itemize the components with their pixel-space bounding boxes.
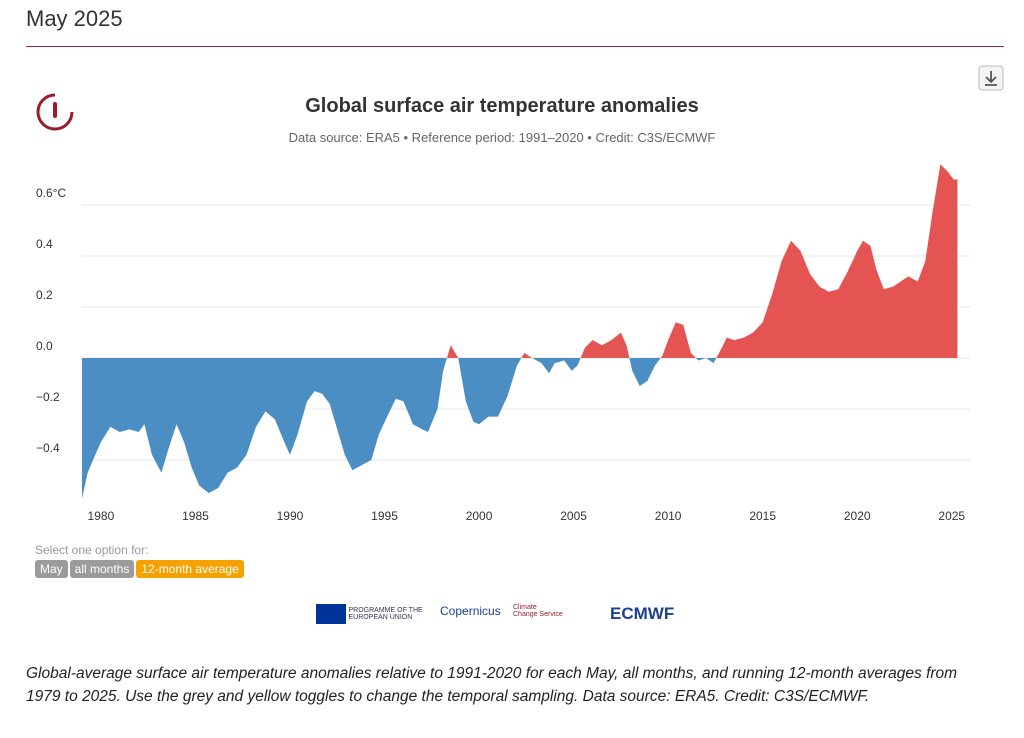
- x-tick-label: 2015: [749, 509, 776, 523]
- download-icon: [985, 71, 997, 86]
- c3s-small-logo: Climate Change Service: [513, 604, 563, 618]
- x-tick-label: 2005: [560, 509, 587, 523]
- eu-logo: PROGRAMME OF THE EUROPEAN UNION: [316, 604, 429, 624]
- x-tick-label: 1985: [182, 509, 209, 523]
- chart-title: Global surface air temperature anomalies: [305, 95, 699, 117]
- page-title: May 2025: [26, 6, 123, 31]
- toggle-button[interactable]: 12-month average: [136, 560, 244, 578]
- y-tick-label: 0.4: [36, 237, 53, 251]
- x-tick-label: 1990: [277, 509, 304, 523]
- x-tick-label: 1995: [371, 509, 398, 523]
- ecmwf-logo: ECMWF: [610, 604, 675, 623]
- copernicus-logo: Copernicus: [440, 604, 501, 618]
- x-tick-label: 2020: [844, 509, 871, 523]
- logo-text: PROGRAMME OF THE EUROPEAN UNION: [348, 607, 423, 621]
- toggle-prompt: Select one option for:: [35, 543, 149, 557]
- y-tick-label: 0.0: [36, 339, 53, 353]
- positive-area: [82, 164, 958, 358]
- y-tick-label: 0.2: [36, 288, 53, 302]
- caption: Global-average surface air temperature a…: [26, 665, 958, 705]
- toggle-button[interactable]: May: [35, 560, 68, 578]
- y-tick-label: −0.4: [36, 441, 60, 455]
- toggle-group: Select one option for: May all months 12-m…: [35, 543, 246, 578]
- x-tick-label: 2025: [938, 509, 965, 523]
- y-tick-label: −0.2: [36, 390, 60, 404]
- chart: Global surface air temperature anomalies…: [36, 65, 1004, 523]
- divider: [26, 46, 1004, 47]
- c3s-logo: [36, 93, 74, 131]
- x-tick-label: 2000: [466, 509, 493, 523]
- logo-text: opernicus: [448, 604, 501, 618]
- x-tick-label: 2010: [655, 509, 682, 523]
- thermometer-icon: [53, 102, 57, 118]
- toggle-button[interactable]: all months: [69, 560, 135, 578]
- chart-subtitle: Data source: ERA5 • Reference period: 19…: [289, 130, 716, 145]
- x-tick-label: 1980: [88, 509, 115, 523]
- y-tick-label: 0.6°C: [36, 186, 66, 200]
- negative-area: [82, 358, 958, 499]
